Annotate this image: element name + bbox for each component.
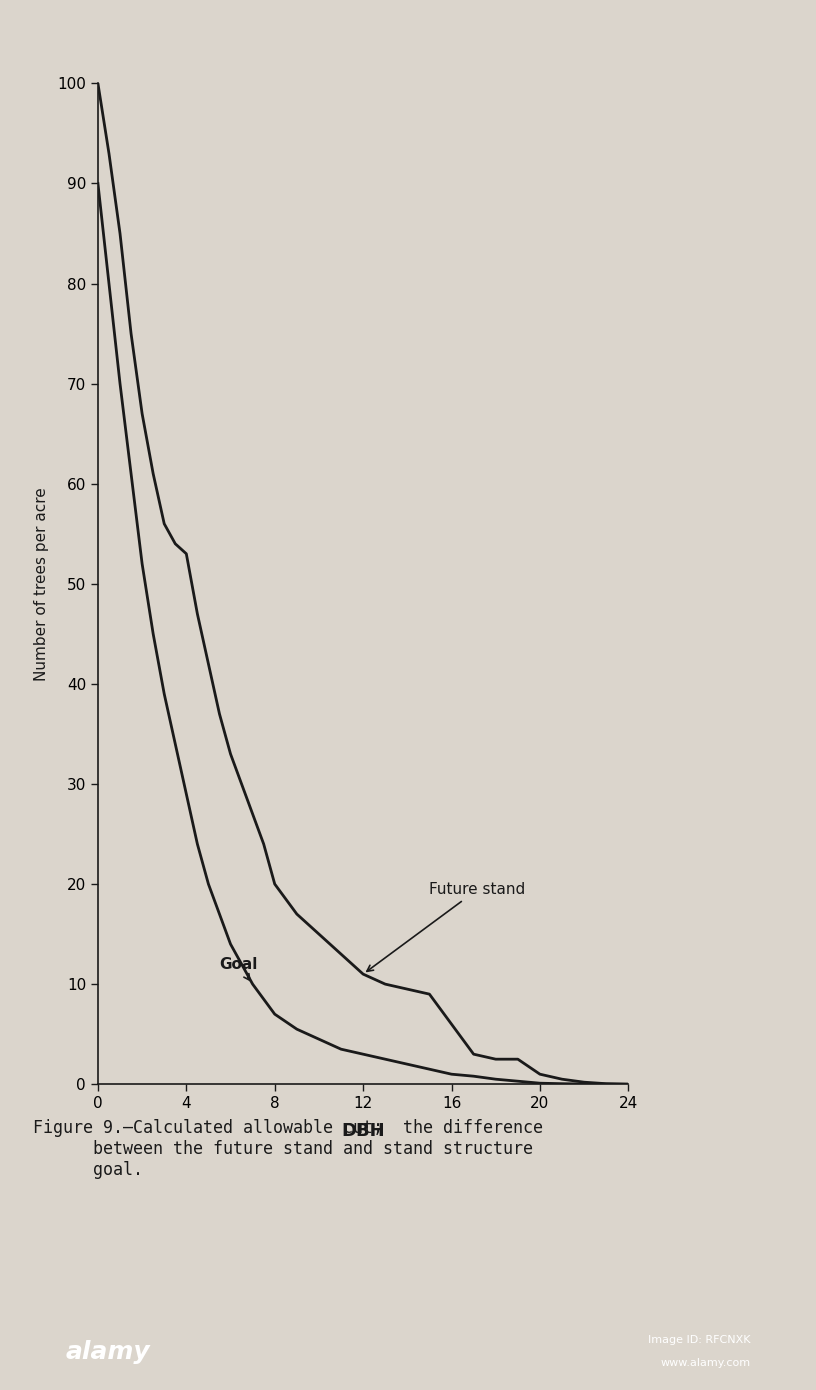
Y-axis label: Number of trees per acre: Number of trees per acre (34, 486, 49, 681)
Text: www.alamy.com: www.alamy.com (661, 1358, 751, 1368)
Text: Goal: Goal (220, 958, 258, 980)
Text: alamy: alamy (65, 1340, 150, 1364)
Text: Future stand: Future stand (367, 883, 526, 972)
X-axis label: DBH: DBH (341, 1122, 385, 1140)
Text: Image ID: RFCNXK: Image ID: RFCNXK (648, 1336, 751, 1346)
Text: Figure 9.—Calculated allowable cut;  the difference
      between the future sta: Figure 9.—Calculated allowable cut; the … (33, 1119, 543, 1179)
